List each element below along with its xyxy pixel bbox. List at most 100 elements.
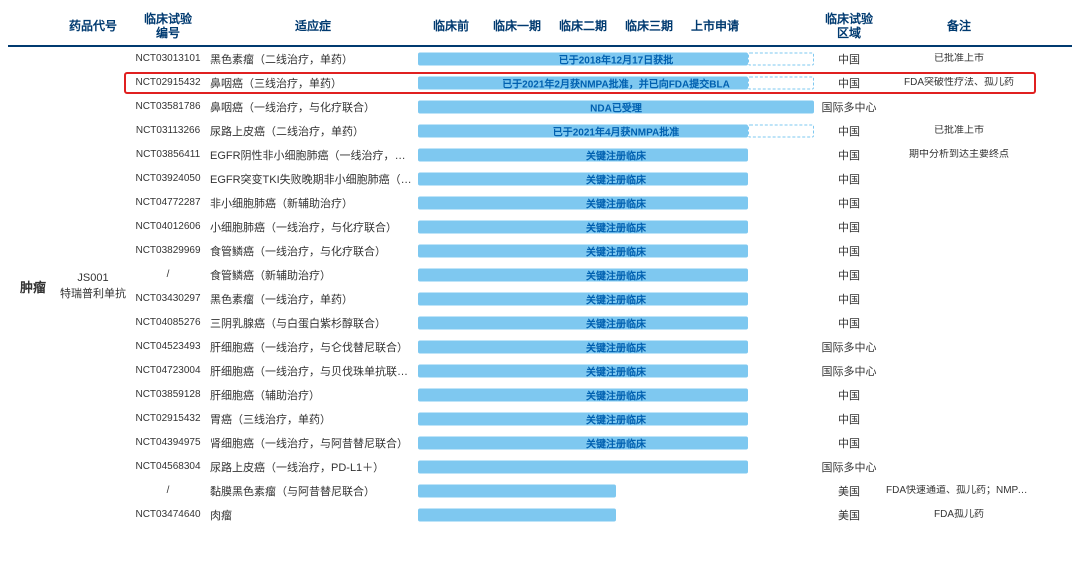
table-header: 药品代号 临床试验 编号 适应症 临床前 临床一期 临床二期 临床三期 上市申请… [8, 8, 1072, 47]
dashed-extension [748, 76, 814, 89]
header-trial-no: 临床试验 编号 [128, 8, 208, 45]
header-indication: 适应症 [208, 8, 418, 45]
phase-bar-area: 关键注册临床 [418, 287, 814, 311]
nct-cell: NCT03859128 [128, 389, 208, 400]
phase-bar-area: 已于2018年12月17日获批 [418, 47, 814, 71]
remark-cell: FDA突破性疗法、孤儿药 [884, 77, 1034, 88]
table-row: NCT02915432胃癌（三线治疗，单药）关键注册临床中国 [128, 407, 1072, 431]
nct-cell: NCT04394975 [128, 437, 208, 448]
indication-cell: EGFR突变TKI失败晚期非小细胞肺癌（与化疗联合） [208, 171, 418, 187]
phase-bar-area: 关键注册临床 [418, 335, 814, 359]
phase-bar-area: 关键注册临床 [418, 167, 814, 191]
phase-bar-area: NDA已受理 [418, 95, 814, 119]
indication-cell: 肉瘤 [208, 507, 418, 523]
nct-cell: NCT04012606 [128, 221, 208, 232]
table-row: NCT04523493肝细胞癌（一线治疗，与仑伐替尼联合）关键注册临床国际多中心 [128, 335, 1072, 359]
table-row: NCT04085276三阴乳腺癌（与白蛋白紫杉醇联合）关键注册临床中国 [128, 311, 1072, 335]
indication-cell: 食管鳞癌（新辅助治疗） [208, 267, 418, 283]
progress-bar [418, 412, 748, 425]
phase-bar-area: 关键注册临床 [418, 407, 814, 431]
phase-bar-area: 关键注册临床 [418, 215, 814, 239]
progress-bar [418, 508, 616, 521]
table-row: NCT04723004肝细胞癌（一线治疗，与贝伐珠单抗联合）关键注册临床国际多中… [128, 359, 1072, 383]
nct-cell: NCT03581786 [128, 101, 208, 112]
region-cell: 国际多中心 [814, 99, 884, 115]
region-cell: 中国 [814, 435, 884, 451]
remark-cell: FDA快速通道、孤儿药；NMPA突破性治疗药物 [884, 485, 1034, 496]
table-row: NCT02915432鼻咽癌（三线治疗，单药）已于2021年2月获NMPA批准，… [128, 71, 1072, 95]
region-cell: 美国 [814, 507, 884, 523]
category-cell: 肿瘤 [8, 47, 58, 527]
category-label: 肿瘤 [20, 277, 46, 296]
indication-cell: 尿路上皮癌（二线治疗，单药） [208, 123, 418, 139]
header-spacer [748, 8, 814, 45]
header-drug-code: 药品代号 [58, 8, 128, 45]
region-cell: 中国 [814, 171, 884, 187]
phase-bar-area: 已于2021年2月获NMPA批准，并已向FDA提交BLA [418, 71, 814, 95]
progress-bar [418, 172, 748, 185]
nct-cell: NCT03856411 [128, 149, 208, 160]
phase-bar-area: 关键注册临床 [418, 311, 814, 335]
progress-bar [418, 100, 814, 113]
progress-bar [418, 484, 616, 497]
indication-cell: 胃癌（三线治疗，单药） [208, 411, 418, 427]
nct-cell: NCT03430297 [128, 293, 208, 304]
dashed-extension [748, 124, 814, 137]
phase-bar-area: 关键注册临床 [418, 431, 814, 455]
header-phase3: 临床三期 [616, 8, 682, 45]
progress-bar [418, 340, 748, 353]
region-cell: 中国 [814, 387, 884, 403]
region-cell: 中国 [814, 195, 884, 211]
nct-cell: NCT04723004 [128, 365, 208, 376]
phase-bar-area: 关键注册临床 [418, 143, 814, 167]
region-cell: 国际多中心 [814, 339, 884, 355]
indication-cell: 肝细胞癌（一线治疗，与贝伐珠单抗联合） [208, 363, 418, 379]
remark-cell: FDA孤儿药 [884, 509, 1034, 520]
dashed-extension [748, 52, 814, 65]
progress-bar [418, 268, 748, 281]
progress-bar [418, 292, 748, 305]
rows-container: NCT03013101黑色素瘤（二线治疗，单药）已于2018年12月17日获批中… [128, 47, 1072, 527]
progress-bar [418, 316, 748, 329]
progress-bar [418, 244, 748, 257]
region-cell: 国际多中心 [814, 459, 884, 475]
indication-cell: 食管鳞癌（一线治疗，与化疗联合） [208, 243, 418, 259]
table-row: NCT04012606小细胞肺癌（一线治疗，与化疗联合）关键注册临床中国 [128, 215, 1072, 239]
drug-code-cell: JS001 特瑞普利单抗 [58, 47, 128, 527]
region-cell: 中国 [814, 267, 884, 283]
drug-code-line1: JS001 [77, 271, 108, 286]
table-row: NCT03859128肝细胞癌（辅助治疗）关键注册临床中国 [128, 383, 1072, 407]
header-phase1: 临床一期 [484, 8, 550, 45]
table-row: NCT03113266尿路上皮癌（二线治疗，单药）已于2021年4月获NMPA批… [128, 119, 1072, 143]
indication-cell: 黑色素瘤（二线治疗，单药） [208, 51, 418, 67]
nct-cell: NCT03474640 [128, 509, 208, 520]
region-cell: 中国 [814, 219, 884, 235]
region-cell: 中国 [814, 51, 884, 67]
table-row: NCT03013101黑色素瘤（二线治疗，单药）已于2018年12月17日获批中… [128, 47, 1072, 71]
table-row: /黏膜黑色素瘤（与阿昔替尼联合）美国FDA快速通道、孤儿药；NMPA突破性治疗药… [128, 479, 1072, 503]
phase-bar-area: 关键注册临床 [418, 239, 814, 263]
remark-cell: 已批准上市 [884, 125, 1034, 136]
table-row: NCT03924050EGFR突变TKI失败晚期非小细胞肺癌（与化疗联合）关键注… [128, 167, 1072, 191]
header-region: 临床试验 区域 [814, 8, 884, 45]
phase-bar-area: 关键注册临床 [418, 359, 814, 383]
phase-bar-area: 已于2021年4月获NMPA批准 [418, 119, 814, 143]
nct-cell: NCT04568304 [128, 461, 208, 472]
nct-cell: NCT04085276 [128, 317, 208, 328]
progress-bar [418, 388, 748, 401]
header-nda: 上市申请 [682, 8, 748, 45]
nct-cell: NCT03829969 [128, 245, 208, 256]
nct-cell: NCT02915432 [128, 77, 208, 88]
table-row: NCT03856411EGFR阴性非小细胞肺癌（一线治疗，与化疗联合）关键注册临… [128, 143, 1072, 167]
progress-bar [418, 436, 748, 449]
nct-cell: / [128, 269, 208, 280]
phase-bar-area: 关键注册临床 [418, 383, 814, 407]
region-cell: 中国 [814, 411, 884, 427]
phase-bar-area: 关键注册临床 [418, 191, 814, 215]
progress-bar [418, 220, 748, 233]
header-phase2: 临床二期 [550, 8, 616, 45]
indication-cell: 三阴乳腺癌（与白蛋白紫杉醇联合） [208, 315, 418, 331]
table-row: NCT03474640肉瘤 美国FDA孤儿药 [128, 503, 1072, 527]
indication-cell: 鼻咽癌（三线治疗，单药） [208, 75, 418, 91]
table-body: 肿瘤 JS001 特瑞普利单抗 NCT03013101黑色素瘤（二线治疗，单药）… [8, 47, 1072, 527]
